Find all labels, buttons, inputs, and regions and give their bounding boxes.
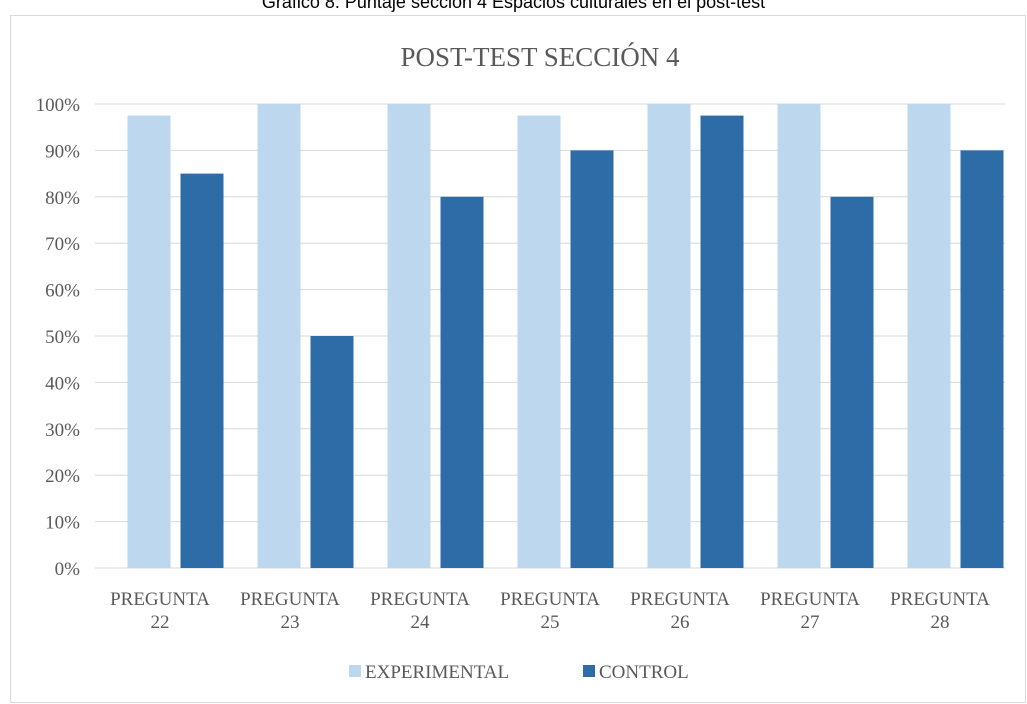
bar-control-6	[830, 196, 874, 569]
x-tick-label: PREGUNTA	[370, 589, 470, 610]
bar-control-4	[570, 150, 614, 568]
x-axis-ticks: PREGUNTA22PREGUNTA23PREGUNTA24PREGUNTA25…	[110, 589, 990, 633]
bars	[127, 104, 1004, 569]
bar-experimental-4	[517, 115, 561, 568]
bar-control-3	[440, 196, 484, 569]
x-tick-label: 25	[541, 612, 560, 633]
x-tick-label: 23	[281, 612, 300, 633]
legend-label-experimental: EXPERIMENTAL	[365, 662, 509, 683]
legend-swatch-experimental	[349, 665, 361, 677]
y-tick-label: 70%	[45, 234, 80, 255]
x-tick-label: PREGUNTA	[890, 589, 990, 610]
bar-control-5	[700, 115, 744, 568]
x-tick-label: 27	[801, 612, 820, 633]
bar-control-1	[180, 173, 224, 568]
bar-experimental-7	[907, 104, 951, 568]
y-tick-label: 30%	[45, 420, 80, 441]
x-tick-label: PREGUNTA	[760, 589, 860, 610]
y-tick-label: 40%	[45, 373, 80, 394]
chart-title: POST-TEST SECCIÓN 4	[400, 42, 680, 72]
x-tick-label: 28	[931, 612, 950, 633]
y-tick-label: 100%	[36, 95, 81, 116]
y-tick-label: 0%	[55, 559, 81, 580]
bar-control-2	[310, 336, 354, 568]
legend: EXPERIMENTAL CONTROL	[349, 662, 689, 683]
bar-experimental-1	[127, 115, 171, 568]
x-tick-label: 26	[671, 612, 690, 633]
y-axis-ticks: 0% 10% 20% 30% 40% 50% 60% 70% 80% 90% 100%	[36, 95, 81, 580]
y-tick-label: 60%	[45, 281, 80, 302]
x-tick-label: PREGUNTA	[110, 589, 210, 610]
bar-experimental-6	[777, 104, 821, 568]
x-tick-label: PREGUNTA	[630, 589, 730, 610]
y-tick-label: 10%	[45, 513, 80, 534]
legend-label-control: CONTROL	[599, 662, 689, 683]
y-tick-label: 80%	[45, 188, 80, 209]
x-tick-label: 22	[151, 612, 170, 633]
figure-caption: Gráfico 8. Puntaje sección 4 Espacios cu…	[261, 0, 766, 12]
bar-experimental-5	[647, 104, 691, 568]
bar-experimental-3	[387, 104, 431, 568]
y-tick-label: 50%	[45, 327, 80, 348]
bar-experimental-2	[257, 104, 301, 568]
legend-swatch-control	[583, 665, 595, 677]
x-tick-label: 24	[411, 612, 431, 633]
bar-control-7	[960, 150, 1004, 568]
y-tick-label: 90%	[45, 141, 80, 162]
x-tick-label: PREGUNTA	[500, 589, 600, 610]
x-tick-label: PREGUNTA	[240, 589, 340, 610]
y-tick-label: 20%	[45, 466, 80, 487]
